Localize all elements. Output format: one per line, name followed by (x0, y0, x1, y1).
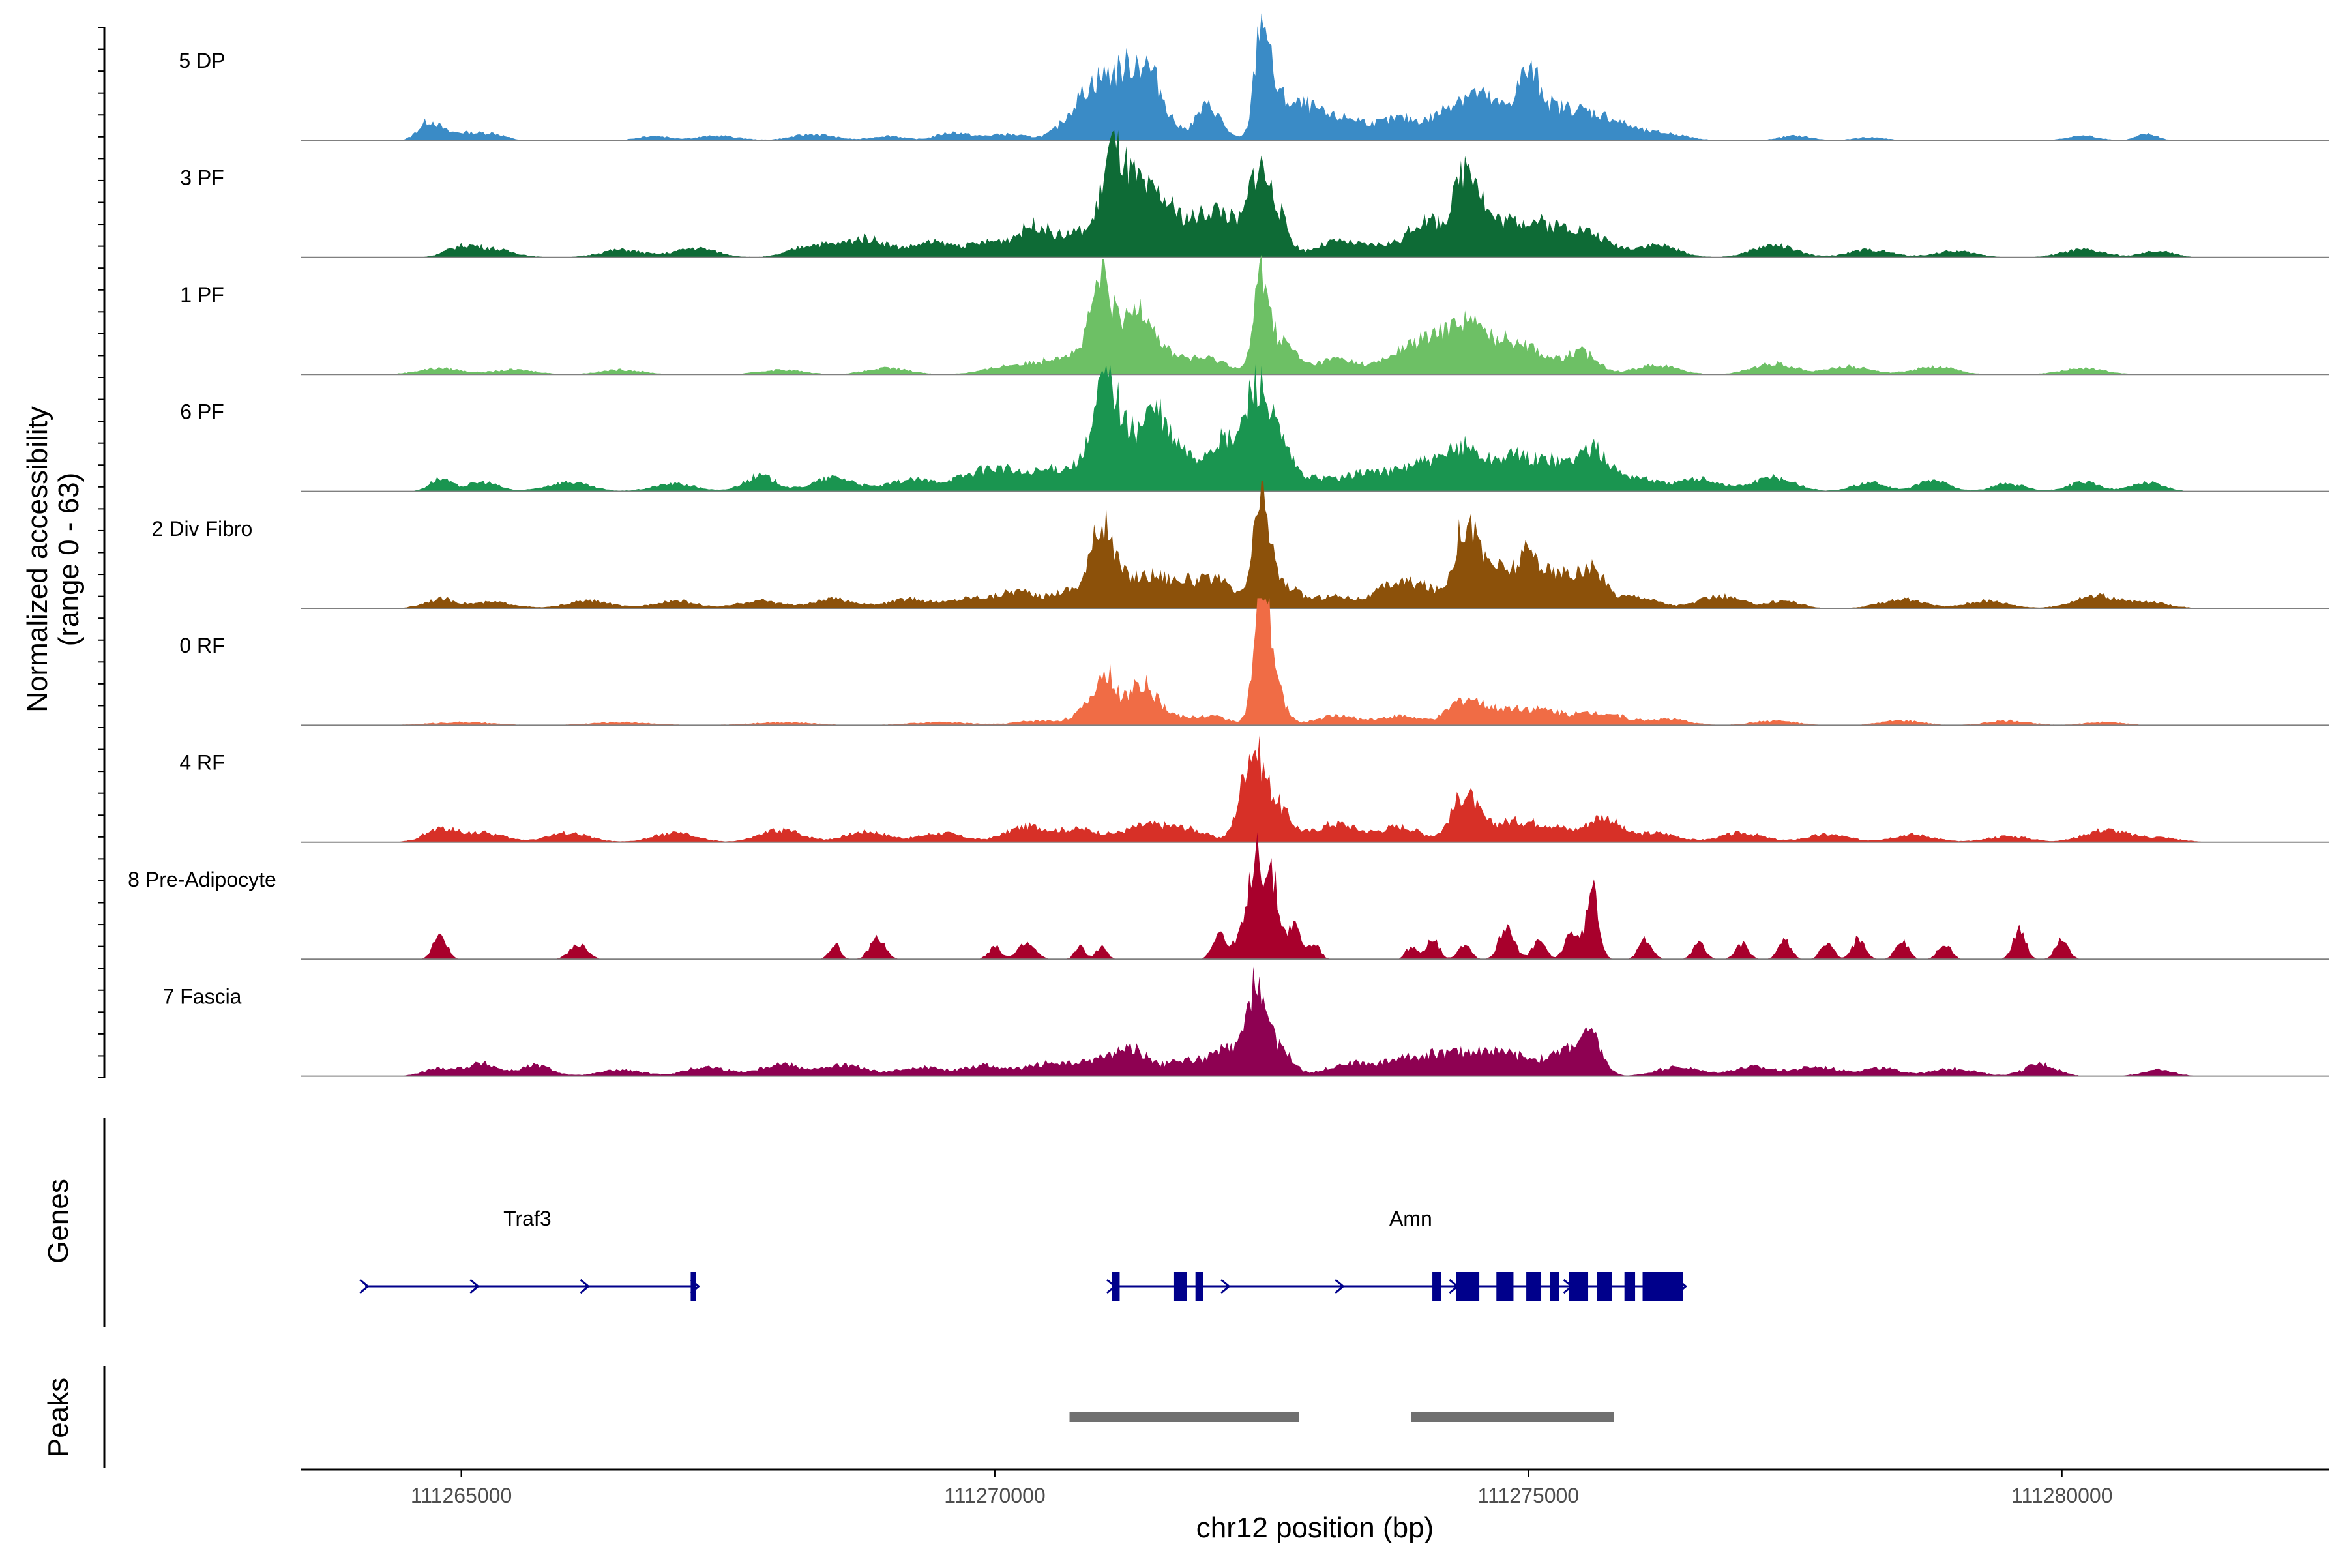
track-label: 1 PF (180, 283, 224, 306)
exon (1624, 1272, 1636, 1301)
exon (1597, 1272, 1612, 1301)
track-4-rf: 4 RF (179, 735, 2329, 843)
track-label: 7 Fascia (163, 984, 242, 1008)
x-tick-label: 111265000 (411, 1484, 512, 1507)
exon (1456, 1272, 1480, 1301)
exon (1569, 1272, 1589, 1301)
coverage-area (386, 832, 2201, 960)
gene-amn: Amn (1106, 1207, 1688, 1301)
gene-annotation-track: Traf3 Amn (359, 1207, 1688, 1301)
exon (1550, 1272, 1559, 1301)
coverage-area (386, 254, 2201, 375)
coverage-area (386, 364, 2201, 492)
exon (1112, 1272, 1120, 1301)
track-8-pre-adipocyte: 8 Pre-Adipocyte (128, 832, 2329, 960)
exon (1642, 1272, 1683, 1301)
peak-region (1411, 1412, 1614, 1422)
coverage-area (386, 598, 2201, 726)
track-label: 5 DP (179, 49, 225, 72)
peak-track (1069, 1412, 1614, 1422)
strand-arrow (1335, 1279, 1345, 1294)
track-label: 6 PF (180, 400, 224, 423)
exon (690, 1272, 696, 1301)
track-label: 8 Pre-Adipocyte (128, 868, 276, 891)
strand-arrow (359, 1279, 370, 1294)
exon (1195, 1272, 1203, 1301)
coverage-tracks: 5 DP 3 PF 1 PF 6 PF 2 Div Fibro 0 RF 4 RF 8 Pre… (128, 13, 2329, 1077)
exon (1174, 1272, 1187, 1301)
track-3-pf: 3 PF (180, 130, 2329, 258)
coverage-area (386, 130, 2201, 258)
track-label: 4 RF (179, 751, 224, 775)
peak-region (1069, 1412, 1299, 1422)
track-label: 2 Div Fibro (152, 517, 253, 540)
exon (1496, 1272, 1514, 1301)
coverage-area (386, 481, 2201, 608)
exon (1432, 1272, 1441, 1301)
coverage-area (386, 966, 2201, 1076)
gene-label: Traf3 (503, 1207, 552, 1230)
coverage-area (386, 13, 2201, 141)
x-axis: 111265000 111270000 111275000 111280000 (301, 1468, 2329, 1507)
x-tick-label: 111270000 (944, 1484, 1045, 1507)
strand-arrow (580, 1279, 590, 1294)
track-label: 0 RF (179, 634, 224, 657)
x-tick-label: 111275000 (1478, 1484, 1579, 1507)
track-label: 3 PF (180, 166, 224, 190)
track-2-div-fibro: 2 Div Fibro (152, 481, 2329, 609)
track-6-pf: 6 PF (180, 364, 2329, 492)
x-axis-title: chr12 position (bp) (1196, 1512, 1434, 1544)
strand-arrow (469, 1279, 480, 1294)
track-5-dp: 5 DP (179, 13, 2329, 141)
coverage-area (386, 735, 2201, 842)
peaks-track-title: Peaks (42, 1378, 74, 1457)
exon (1526, 1272, 1542, 1301)
track-0-rf: 0 RF (179, 598, 2329, 726)
gene-traf3: Traf3 (359, 1207, 700, 1301)
track-1-pf: 1 PF (180, 254, 2329, 376)
gene-label: Amn (1389, 1207, 1432, 1230)
strand-arrow (1220, 1279, 1231, 1294)
track-7-fascia: 7 Fascia (163, 966, 2329, 1077)
y-axis-title-line2: (range 0 - 63) (53, 473, 85, 647)
y-axis-title-line1: Normalized accessibility (22, 406, 53, 712)
x-tick-label: 111280000 (2011, 1484, 2112, 1507)
y-axes (98, 27, 106, 1468)
genes-track-title: Genes (42, 1179, 74, 1264)
